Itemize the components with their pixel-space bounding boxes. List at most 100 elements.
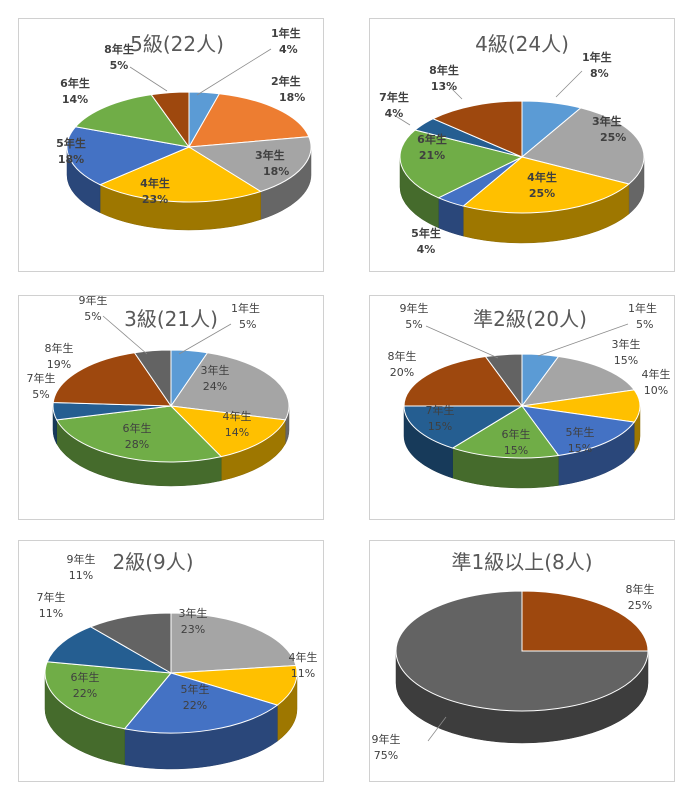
data-label-category: 9年生 [372, 732, 401, 746]
pie-chart-2kyu: 2級(9人)3年生23%4年生11%5年生22%6年生22%7年生11%9年生1… [37, 550, 318, 770]
pie-slice [521, 389, 641, 423]
chart-title: 3級(21人) [124, 307, 218, 331]
leader-line [129, 66, 168, 92]
data-label-category: 5年生 [181, 682, 210, 696]
chart-title: 準1級以上(8人) [451, 550, 592, 574]
leader-line [555, 70, 583, 98]
data-label-category: 7年生 [379, 90, 409, 104]
data-label-category: 9年生 [79, 296, 108, 307]
pie-slice [169, 405, 287, 458]
chart-title: 2級(9人) [112, 550, 193, 574]
leader-lines [427, 716, 447, 742]
data-label-category: 1年生 [582, 50, 612, 64]
chart-panel-jun1kyu: 準1級以上(8人) 8年生 25% 9年生 75% [369, 540, 675, 782]
data-label-category: 4年生 [642, 367, 671, 381]
data-label-percent: 24% [203, 380, 227, 393]
data-label-percent: 14% [225, 426, 249, 439]
data-label-percent: 15% [428, 420, 452, 433]
data-label-percent: 14% [62, 93, 88, 106]
data-label-percent: 23% [142, 193, 168, 206]
pie-slice [521, 590, 649, 652]
leader-line [427, 716, 447, 742]
data-label-category: 6年生 [123, 421, 152, 435]
pie-slice [520, 405, 636, 456]
data-label-percent: 5% [239, 318, 256, 331]
data-label-category: 6年生 [417, 132, 447, 146]
chart-title: 準2級(20人) [473, 307, 587, 331]
pie-chart-3kyu: 3級(21人) 1年生 5% 3年生 24% 4年生 14% 6年生 28% 7年生 5% 8年生 19… [27, 296, 290, 487]
chart-panel-jun2kyu: 準2級(20人) 1年生 5% 3年生 15% 4年生 10% 5年生 15% 6年生 15% 7年生… [369, 295, 675, 520]
chart-title: 5級(22人) [130, 32, 224, 56]
pie-chart-jun1kyu: 準1級以上(8人) 8年生 25% 9年生 75% [372, 550, 655, 762]
data-label-percent: 5% [405, 318, 422, 331]
data-label-category: 5年生 [411, 226, 441, 240]
data-label-category: 3年生 [612, 337, 641, 351]
data-label-percent: 15% [504, 444, 528, 457]
data-label-percent: 18% [58, 153, 84, 166]
pie-slices [44, 612, 298, 734]
data-labels: 8年生 25% 9年生 75% [372, 582, 655, 762]
leader-lines [102, 315, 232, 355]
data-label-percent: 8% [590, 67, 609, 80]
leader-lines [393, 70, 583, 126]
leader-line [425, 325, 499, 359]
leader-line [178, 323, 232, 355]
data-label-percent: 5% [636, 318, 653, 331]
data-label-percent: 19% [47, 358, 71, 371]
data-label-percent: 4% [279, 43, 298, 56]
data-label-percent: 25% [529, 187, 555, 200]
data-label-category: 8年生 [104, 42, 134, 56]
data-label-category: 7年生 [37, 590, 66, 604]
data-label-category: 2年生 [271, 74, 301, 88]
data-label-category: 6年生 [71, 670, 100, 684]
data-label-category: 3年生 [201, 363, 230, 377]
chart-title: 4級(24人) [475, 32, 569, 56]
data-label-percent: 5% [110, 59, 129, 72]
data-label-category: 9年生 [400, 301, 429, 315]
pie-slice [431, 100, 523, 158]
data-label-percent: 25% [628, 599, 652, 612]
data-labels: 1年生 4% 2年生 18% 3年生 18% 4年生 23% 5年生 18% 6年生 14% 8年生 5% [56, 26, 305, 206]
pie-slice [55, 405, 223, 463]
data-label-percent: 22% [73, 687, 97, 700]
pie-chart-5kyu: 5級(22人) 1年生4%2年生18%3年生18%4年生23%5年生18%6年生1… [56, 26, 312, 231]
data-label-category: 1年生 [271, 26, 301, 40]
data-label-percent: 5% [32, 388, 49, 401]
data-labels: 1年生 8% 3年生 25% 4年生 25% 5年生 4% 6年生 21% 7年生 4% 8年生 13% [379, 50, 626, 256]
data-labels: 1年生 5% 3年生 24% 4年生 14% 6年生 28% 7年生 5% 8年生 19% 9年生 5% [27, 296, 261, 451]
chart-panel-2kyu: 2級(9人) 3年生 23% 4年生 11% 5年生 22% 6年生 22% 7年生 11% 9年生 1… [18, 540, 324, 782]
data-label-percent: 11% [69, 569, 93, 582]
pie-slice [46, 626, 172, 674]
pie-slice [462, 156, 630, 214]
data-label-category: 3年生 [255, 148, 285, 162]
leader-line [393, 114, 411, 126]
data-label-percent: 18% [263, 165, 289, 178]
data-label-percent: 10% [644, 384, 668, 397]
pie-slice [150, 91, 190, 149]
leader-line [196, 48, 272, 96]
data-label-percent: 75% [374, 749, 398, 762]
data-label-category: 7年生 [27, 371, 56, 385]
data-label-category: 1年生 [231, 301, 260, 315]
data-label-percent: 23% [181, 623, 205, 636]
data-label-percent: 20% [390, 366, 414, 379]
chart-panel-4kyu: 4級(24人) 1年生 8% 3年生 25% 4年生 25% 5年生 4% 6年生 21% 7年生 4%… [369, 18, 675, 272]
pie-slice [399, 129, 524, 199]
pie-slice [170, 612, 297, 674]
pie-slice [52, 352, 172, 407]
pie-slice [44, 661, 172, 730]
pie-slice [170, 352, 290, 421]
pie-slices [403, 353, 641, 459]
data-label-category: 4年生 [289, 650, 318, 664]
data-label-category: 8年生 [429, 63, 459, 77]
data-label-percent: 21% [419, 149, 445, 162]
pie-slice [123, 672, 279, 734]
data-label-percent: 18% [279, 91, 305, 104]
pie-chart-jun2kyu: 準2級(20人) 1年生 5% 3年生 15% 4年生 10% 5年生 15% 6年生 15% 7年生… [388, 301, 671, 489]
pie-slice [187, 136, 312, 193]
pie-slices [395, 590, 649, 712]
data-label-percent: 5% [84, 310, 101, 323]
data-label-percent: 15% [568, 442, 592, 455]
leader-line [537, 323, 629, 357]
